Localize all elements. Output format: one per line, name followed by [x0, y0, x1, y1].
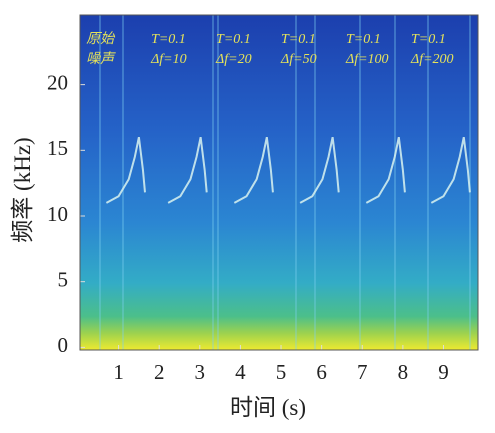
- annotation: T=0.1: [346, 32, 381, 47]
- x-tick-label: 9: [438, 360, 449, 384]
- annotation: Δf=200: [410, 52, 454, 67]
- y-axis-label: 频率 (kHz): [10, 137, 35, 242]
- annotation: 原始: [86, 31, 116, 47]
- x-tick-label: 5: [276, 360, 287, 384]
- annotation: Δf=10: [150, 52, 187, 67]
- annotation: T=0.1: [151, 32, 186, 47]
- whistle-contour: [105, 136, 146, 204]
- whistle-contour: [299, 136, 340, 204]
- whistle-contour: [233, 136, 274, 204]
- annotation: 噪声: [86, 51, 116, 67]
- y-tick-label: 20: [47, 70, 68, 94]
- whistle-contour: [365, 136, 406, 204]
- y-tick-label: 10: [47, 202, 68, 226]
- annotation: Δf=50: [280, 52, 317, 67]
- annotation: T=0.1: [281, 32, 316, 47]
- annotation: Δf=100: [345, 52, 389, 67]
- spectrogram-background: [80, 15, 478, 350]
- x-axis-label: 时间 (s): [230, 395, 306, 420]
- y-tick-label: 5: [58, 267, 69, 291]
- x-tick-label: 6: [316, 360, 327, 384]
- x-tick-label: 1: [113, 360, 124, 384]
- whistle-contour: [167, 136, 208, 204]
- y-tick-label: 0: [58, 333, 69, 357]
- y-tick-label: 15: [47, 136, 68, 160]
- x-tick-label: 7: [357, 360, 368, 384]
- x-tick-label: 2: [154, 360, 165, 384]
- x-tick-label: 8: [398, 360, 409, 384]
- annotation: T=0.1: [411, 32, 446, 47]
- annotation: T=0.1: [216, 32, 251, 47]
- whistle-contour: [430, 136, 471, 204]
- click-streaks: [99, 15, 471, 350]
- plot-frame: [79, 14, 479, 351]
- x-tick-label: 3: [195, 360, 206, 384]
- annotation: Δf=20: [215, 52, 252, 67]
- x-tick-label: 4: [235, 360, 246, 384]
